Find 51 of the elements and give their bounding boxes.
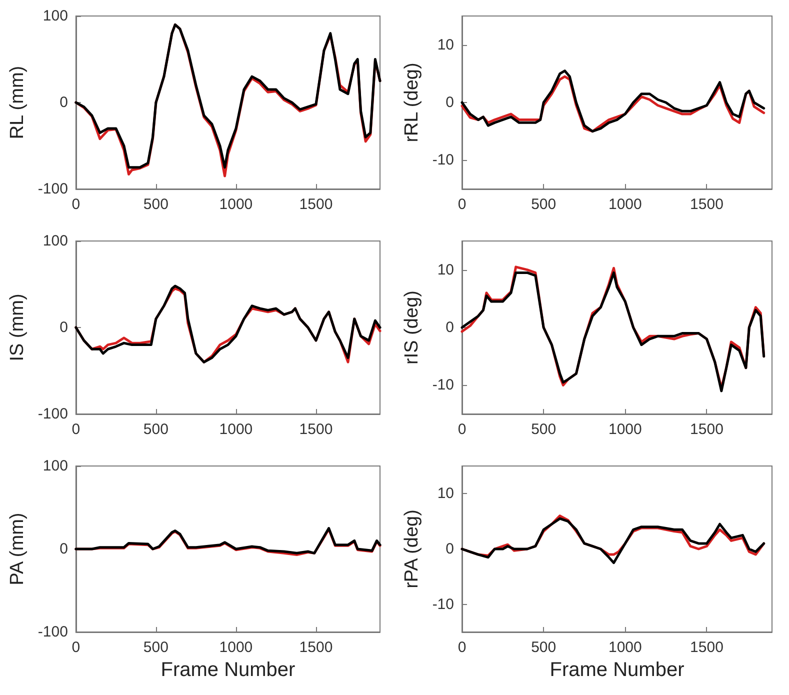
- x-tick-label: 500: [531, 421, 556, 438]
- line-series: [460, 517, 766, 564]
- x-tick-label: 1000: [608, 639, 642, 656]
- x-axis-title: Frame Number: [160, 658, 296, 681]
- y-tick-label: 0: [446, 540, 454, 558]
- y-tick-label: -10: [432, 376, 454, 394]
- y-tick-label: -10: [432, 152, 454, 169]
- x-tick-label: 0: [458, 196, 466, 213]
- x-tick-label: 1500: [690, 639, 724, 656]
- x-tick-label: 500: [143, 421, 168, 438]
- y-axis-title: PA (mm): [7, 512, 28, 586]
- x-tick-label: 0: [72, 196, 80, 213]
- y-axis-title: IS (mm): [7, 294, 28, 362]
- y-tick-label: -100: [38, 406, 68, 422]
- x-tick-label: 1500: [299, 639, 333, 656]
- x-tick-label: 1500: [690, 196, 724, 213]
- x-axis-title: Frame Number: [550, 658, 685, 681]
- x-tick-label: 1500: [299, 196, 333, 213]
- x-tick-label: 500: [143, 196, 168, 213]
- y-tick-label: -100: [38, 180, 68, 198]
- x-tick-label: 1000: [219, 196, 253, 213]
- y-tick-label: 10: [437, 485, 454, 502]
- y-tick-label: -100: [38, 624, 68, 640]
- y-tick-label: 0: [60, 319, 68, 336]
- x-tick-label: 500: [531, 196, 556, 213]
- y-tick-label: 0: [60, 540, 68, 558]
- y-axis-title: rPA (deg): [401, 510, 422, 588]
- x-tick-label: 1000: [608, 196, 642, 213]
- y-tick-label: 0: [446, 94, 454, 111]
- y-tick-label: 100: [42, 458, 68, 474]
- y-tick-label: 0: [60, 94, 68, 111]
- x-tick-label: 0: [72, 639, 80, 656]
- y-tick-label: -10: [432, 596, 454, 613]
- x-tick-label: 1000: [608, 421, 642, 438]
- x-tick-label: 500: [143, 639, 168, 656]
- y-tick-label: 10: [437, 36, 454, 54]
- y-tick-label: 10: [437, 261, 454, 278]
- y-axis-title: rIS (deg): [401, 290, 422, 364]
- x-tick-label: 500: [531, 639, 556, 656]
- x-tick-label: 0: [458, 639, 466, 656]
- x-tick-label: 1500: [299, 421, 333, 438]
- x-tick-label: 1500: [690, 421, 724, 438]
- x-tick-label: 0: [458, 421, 466, 438]
- y-axis-title: rRL (deg): [401, 62, 422, 142]
- y-tick-label: 100: [42, 8, 68, 24]
- y-tick-label: 100: [42, 232, 68, 250]
- x-tick-label: 1000: [219, 421, 253, 438]
- y-tick-label: 0: [446, 319, 454, 336]
- x-tick-label: 1000: [219, 639, 253, 656]
- x-tick-label: 0: [72, 421, 80, 438]
- y-axis-title: RL (mm): [7, 66, 28, 140]
